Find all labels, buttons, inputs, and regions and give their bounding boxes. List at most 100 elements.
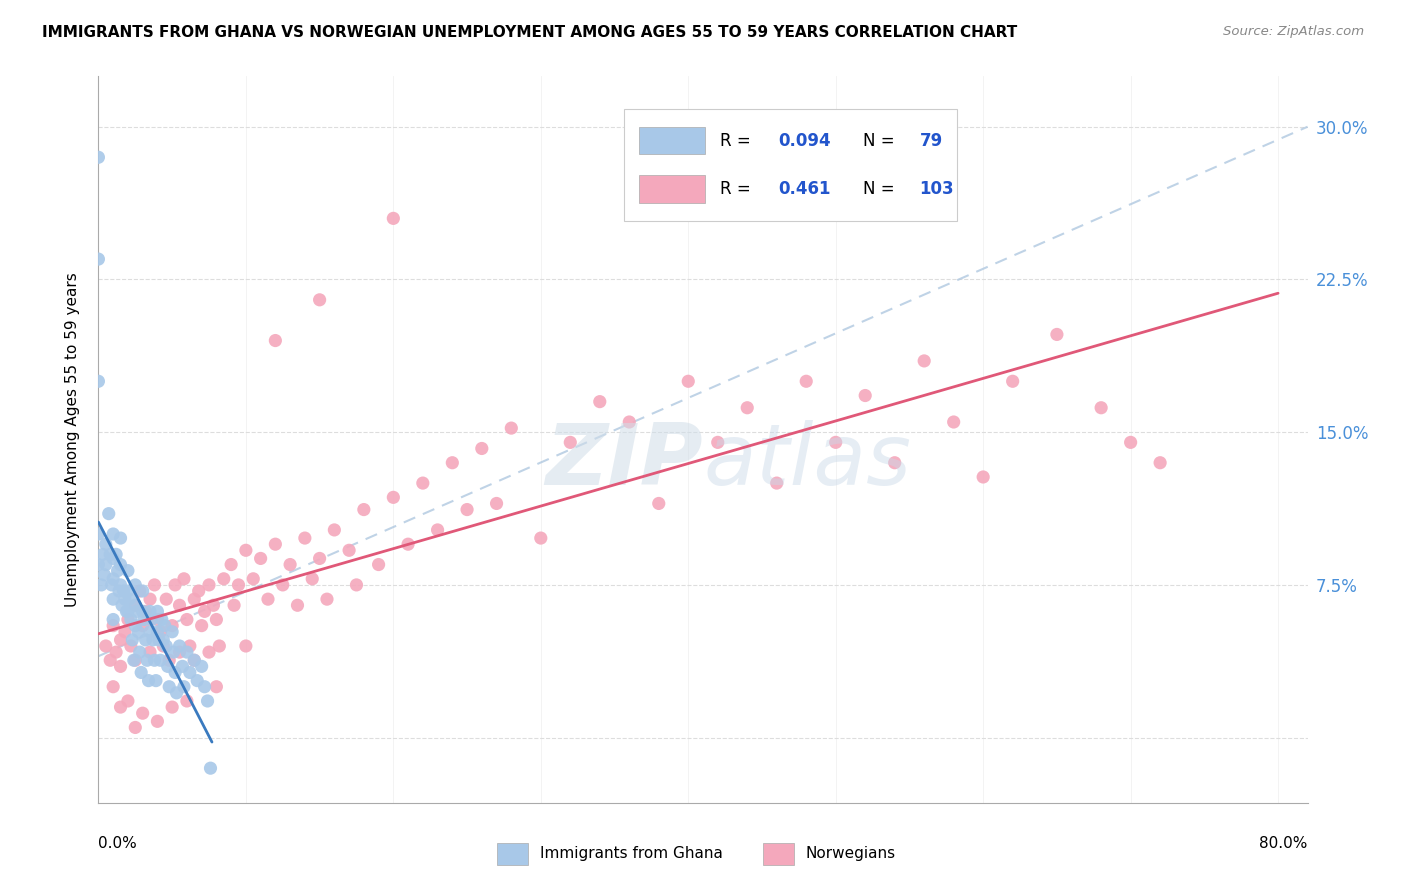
Point (501, 421, 523, 435)
Point (173, 680, 195, 694)
Point (87, 527, 110, 541)
Point (308, 551, 330, 566)
Point (110, 558, 132, 572)
Point (155, 592, 177, 607)
Point (110, 632, 132, 647)
Point (190, 618, 212, 632)
Point (346, 578, 368, 592)
Point (173, 572, 195, 586)
Point (794, 374, 817, 388)
Point (94, 558, 117, 572)
Point (143, 653, 166, 667)
Text: 79: 79 (920, 131, 942, 150)
Point (124, 599, 146, 613)
Point (222, 599, 245, 613)
Point (87, 150, 110, 164)
Point (128, 584, 150, 599)
FancyBboxPatch shape (624, 109, 957, 221)
Point (87, 374, 110, 388)
Point (367, 558, 389, 572)
Point (131, 706, 153, 721)
Point (249, 551, 271, 566)
Text: 0.461: 0.461 (778, 180, 831, 198)
Point (90, 578, 112, 592)
Point (172, 659, 194, 673)
Point (412, 476, 434, 491)
Point (972, 470, 994, 484)
Point (87, 558, 110, 572)
Point (176, 694, 198, 708)
Bar (638, 176, 706, 203)
Point (155, 639, 177, 653)
Point (101, 618, 124, 632)
Point (426, 523, 449, 537)
Point (187, 584, 209, 599)
Text: atlas: atlas (703, 419, 911, 502)
Point (183, 653, 205, 667)
Point (183, 592, 205, 607)
Point (264, 537, 287, 551)
Point (301, 572, 323, 586)
Point (294, 531, 316, 545)
Point (115, 604, 138, 618)
Point (316, 592, 339, 607)
Point (139, 604, 162, 618)
Point (139, 592, 162, 607)
Point (396, 537, 419, 551)
Point (131, 604, 153, 618)
Bar (638, 127, 706, 154)
Point (441, 456, 464, 470)
Point (219, 558, 242, 572)
Point (149, 653, 172, 667)
Text: N =: N = (863, 131, 900, 150)
Point (110, 659, 132, 673)
Point (619, 415, 641, 429)
Point (149, 624, 172, 639)
Point (278, 558, 301, 572)
Point (101, 572, 124, 586)
Point (117, 584, 139, 599)
Point (91, 547, 114, 561)
Point (114, 592, 136, 607)
Text: N =: N = (863, 180, 900, 198)
Point (271, 578, 294, 592)
Y-axis label: Unemployment Among Ages 55 to 59 years: Unemployment Among Ages 55 to 59 years (65, 272, 80, 607)
Point (648, 496, 671, 510)
Point (212, 572, 235, 586)
Point (765, 476, 787, 491)
Point (93, 567, 115, 582)
Point (97, 507, 120, 521)
Point (186, 673, 208, 688)
Point (169, 639, 191, 653)
Point (124, 653, 146, 667)
Point (1090, 401, 1112, 415)
Text: Immigrants from Ghana: Immigrants from Ghana (540, 847, 723, 861)
Point (110, 578, 132, 592)
Point (323, 523, 346, 537)
Point (98, 547, 121, 561)
Point (735, 401, 758, 415)
Point (118, 592, 141, 607)
Point (117, 613, 139, 627)
Point (382, 211, 405, 226)
Point (124, 618, 146, 632)
Point (143, 578, 166, 592)
Point (264, 334, 287, 348)
Text: Source: ZipAtlas.com: Source: ZipAtlas.com (1223, 25, 1364, 38)
Point (942, 415, 965, 429)
Point (153, 618, 176, 632)
Point (912, 354, 935, 368)
Point (883, 456, 905, 470)
Point (205, 613, 228, 627)
Point (150, 613, 173, 627)
Point (382, 491, 405, 505)
Point (160, 618, 183, 632)
Point (589, 394, 612, 409)
Point (120, 639, 142, 653)
Point (194, 604, 217, 618)
Point (148, 632, 170, 647)
Point (337, 543, 360, 558)
Point (146, 624, 169, 639)
Point (107, 564, 129, 578)
Text: ZIP: ZIP (546, 419, 703, 502)
